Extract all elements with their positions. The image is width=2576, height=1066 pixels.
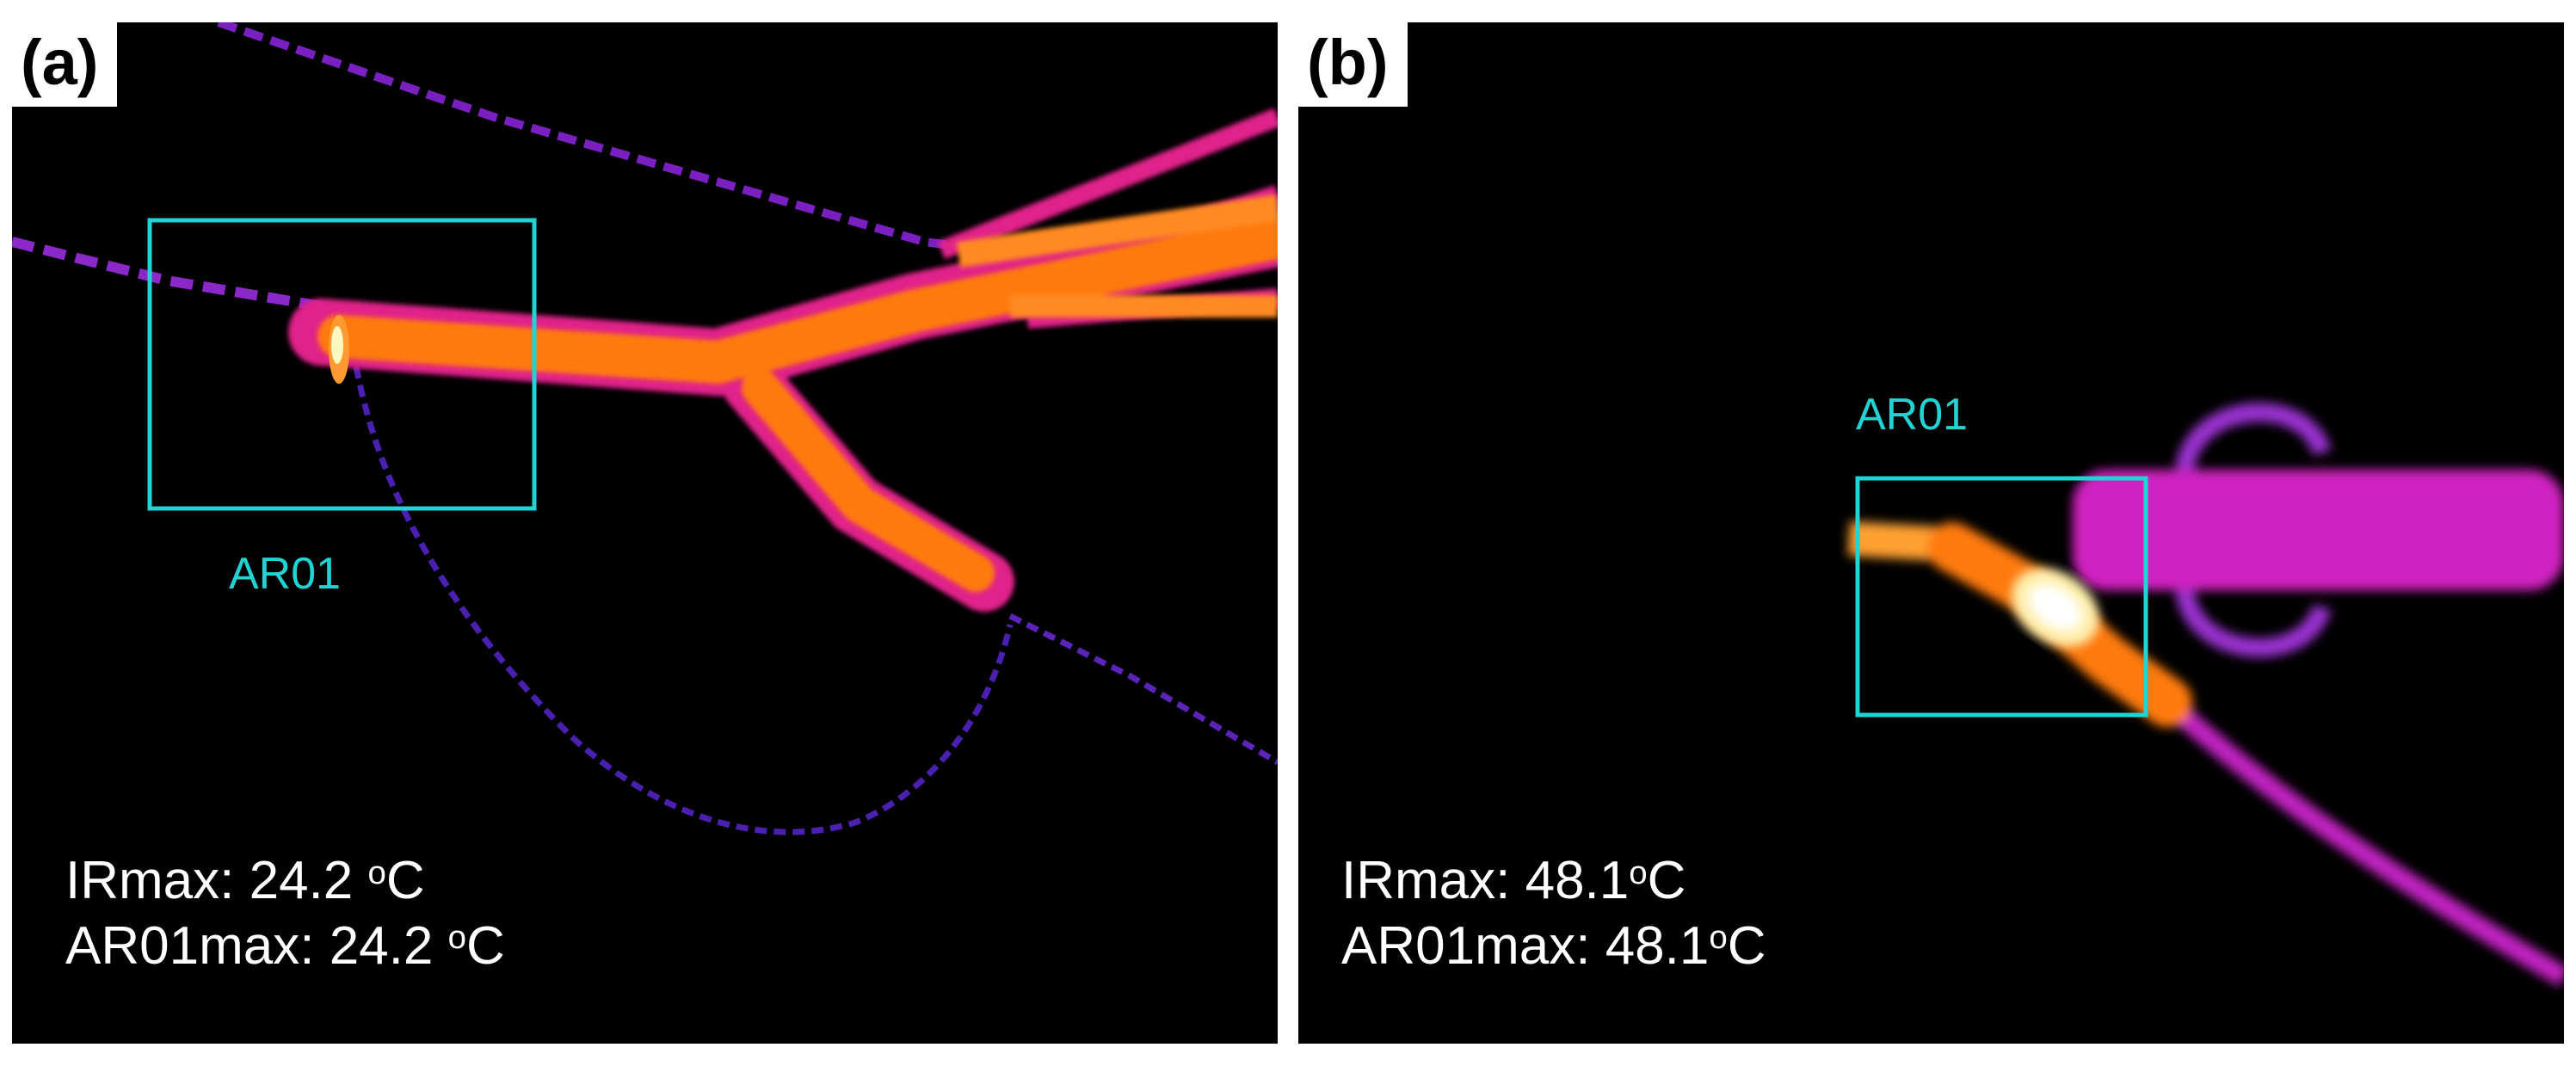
degree-symbol: o: [1629, 853, 1648, 891]
outgoing-wire: [2160, 694, 2564, 987]
hotspot-peak: [331, 326, 343, 364]
connector-clip-top: [2175, 403, 2332, 472]
ar01max-readout: AR01max: 48.1oC: [1341, 914, 1766, 979]
cool-wire-top: [217, 22, 1028, 259]
degree-symbol: o: [367, 853, 386, 891]
cool-wire-right: [1008, 613, 1278, 766]
thermal-image-b: [1298, 403, 2564, 987]
roi-box-ar01: [147, 218, 537, 511]
roi-label: AR01: [229, 549, 342, 599]
connector-body: [2073, 470, 2564, 590]
warm-cable-upper: [937, 108, 1278, 260]
readout-unit: C: [465, 915, 505, 976]
readout-name: IRmax:: [65, 851, 235, 910]
readout-value: 48.1: [1605, 915, 1710, 976]
connector-clip-bottom: [2175, 588, 2332, 657]
readout-unit: C: [1647, 851, 1686, 910]
irmax-readout: IRmax: 24.2 oC: [65, 848, 505, 914]
degree-symbol: o: [447, 919, 466, 957]
readout-value: 24.2: [249, 851, 354, 910]
readout-name: IRmax:: [1341, 851, 1511, 910]
readout-unit: C: [385, 851, 425, 910]
thermal-image-panel-b: (b) AR01 IRmax: 48.1oC AR01max: 48.1oC: [1298, 22, 2564, 1044]
hot-cable-main: [317, 216, 1278, 385]
ar01max-readout: AR01max: 24.2 oC: [65, 914, 505, 979]
readout-name: AR01max:: [65, 915, 315, 976]
hotspot-peak: [2029, 584, 2082, 631]
hot-cable-branch: [742, 369, 995, 592]
temperature-readout: IRmax: 48.1oC AR01max: 48.1oC: [1341, 848, 1766, 978]
degree-symbol: o: [1709, 919, 1728, 957]
temperature-readout: IRmax: 24.2 oC AR01max: 24.2 oC: [65, 848, 505, 978]
readout-unit: C: [1727, 915, 1766, 976]
readout-value: 48.1: [1525, 851, 1630, 910]
panel-label: (b): [1298, 22, 1408, 107]
cool-wire-loop: [353, 366, 1014, 835]
irmax-readout: IRmax: 48.1oC: [1341, 848, 1766, 914]
thermal-image-a: [12, 22, 1278, 835]
roi-box-ar01: [1855, 476, 2148, 718]
cool-wire-left: [12, 237, 323, 311]
readout-value: 24.2: [329, 915, 434, 976]
roi-label: AR01: [1856, 390, 1969, 440]
readout-name: AR01max:: [1341, 915, 1591, 976]
panel-label: (a): [12, 22, 118, 107]
hot-cable-upper: [956, 194, 1278, 268]
thermal-image-panel-a: (a) AR01 IRmax: 24.2 oC AR01max: 24.2 oC: [12, 22, 1278, 1044]
